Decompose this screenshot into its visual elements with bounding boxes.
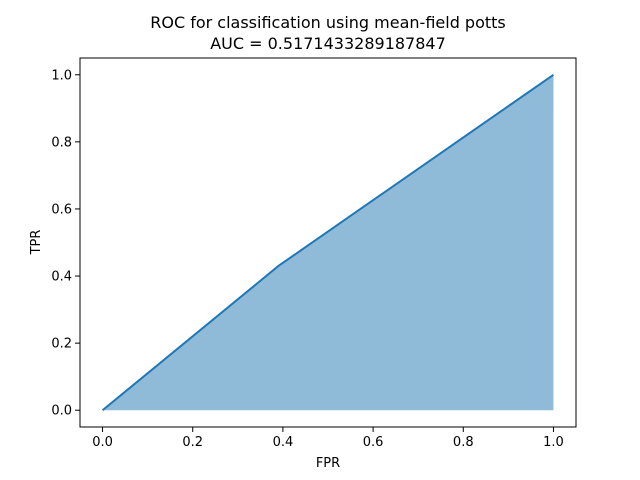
axes-frame — [79, 57, 577, 428]
y-tick-label: 0.4 — [51, 270, 72, 285]
x-tick-label: 0.0 — [92, 435, 113, 450]
x-tick-label: 0.6 — [363, 435, 384, 450]
x-tick-label: 0.8 — [453, 435, 474, 450]
x-tick-label: 0.2 — [182, 435, 203, 450]
y-tick-label: 0.8 — [51, 135, 72, 150]
chart-subtitle: AUC = 0.5171433289187847 — [210, 34, 446, 53]
chart-title: ROC for classification using mean-field … — [150, 13, 506, 32]
y-tick-label: 0.0 — [51, 404, 72, 419]
y-tick-label: 0.6 — [51, 202, 72, 217]
y-axis-label: TPR — [29, 230, 44, 256]
y-tick-label: 0.2 — [51, 337, 72, 352]
y-axis: 0.0 0.2 0.4 0.6 0.8 1.0 — [51, 68, 80, 419]
x-axis-label: FPR — [316, 456, 340, 471]
plot-area — [101, 73, 555, 412]
x-axis: 0.0 0.2 0.4 0.6 0.8 1.0 — [92, 427, 564, 450]
x-tick-label: 0.4 — [273, 435, 294, 450]
y-tick-label: 1.0 — [51, 68, 72, 83]
roc-area-fill — [102, 74, 554, 411]
x-tick-label: 1.0 — [543, 435, 564, 450]
roc-curve-line — [101, 73, 555, 412]
